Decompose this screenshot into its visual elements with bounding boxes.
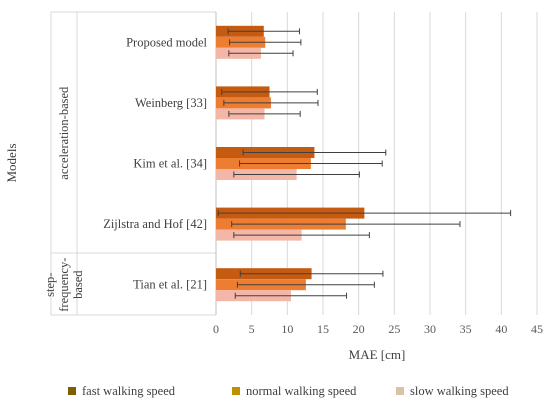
category-labels: Proposed model Weinberg [33] Kim et al. [3…	[103, 35, 207, 291]
group-label: step-frequency-based	[43, 258, 85, 312]
x-tick-label: 10	[281, 322, 293, 336]
category-label: Kim et al. [34]	[133, 157, 207, 171]
legend-swatch	[232, 387, 240, 395]
x-tick-label: 35	[460, 322, 472, 336]
x-tick-label: 40	[495, 322, 507, 336]
x-axis-title: MAE [cm]	[349, 347, 406, 362]
x-tick-label: 25	[388, 322, 400, 336]
x-tick-label: 0	[213, 322, 219, 336]
legend-label: slow walking speed	[410, 384, 509, 398]
error-bars	[217, 28, 512, 299]
legend-swatch	[396, 387, 404, 395]
category-label: Tian et al. [21]	[133, 278, 207, 292]
group-label: acceleration-based	[57, 86, 71, 180]
category-label: Weinberg [33]	[135, 96, 207, 110]
label-panel	[50, 11, 216, 316]
x-tick-label: 30	[424, 322, 436, 336]
legend-label: normal walking speed	[246, 384, 357, 398]
legend-swatch	[68, 387, 76, 395]
group-labels: acceleration-based step-frequency-based	[43, 86, 85, 312]
x-tick-label: 15	[317, 322, 329, 336]
y-axis-title: Models	[4, 144, 19, 183]
x-tick-label: 5	[249, 322, 255, 336]
category-label: Proposed model	[126, 35, 207, 49]
x-tick-label: 20	[353, 322, 365, 336]
x-ticks: 0 5 10 15 20 25 30 35 40 45	[213, 322, 543, 336]
x-tick-label: 45	[531, 322, 543, 336]
legend-label: fast walking speed	[82, 384, 176, 398]
category-label: Zijlstra and Hof [42]	[103, 217, 207, 231]
legend: fast walking speed normal walking speed sl…	[68, 384, 509, 398]
